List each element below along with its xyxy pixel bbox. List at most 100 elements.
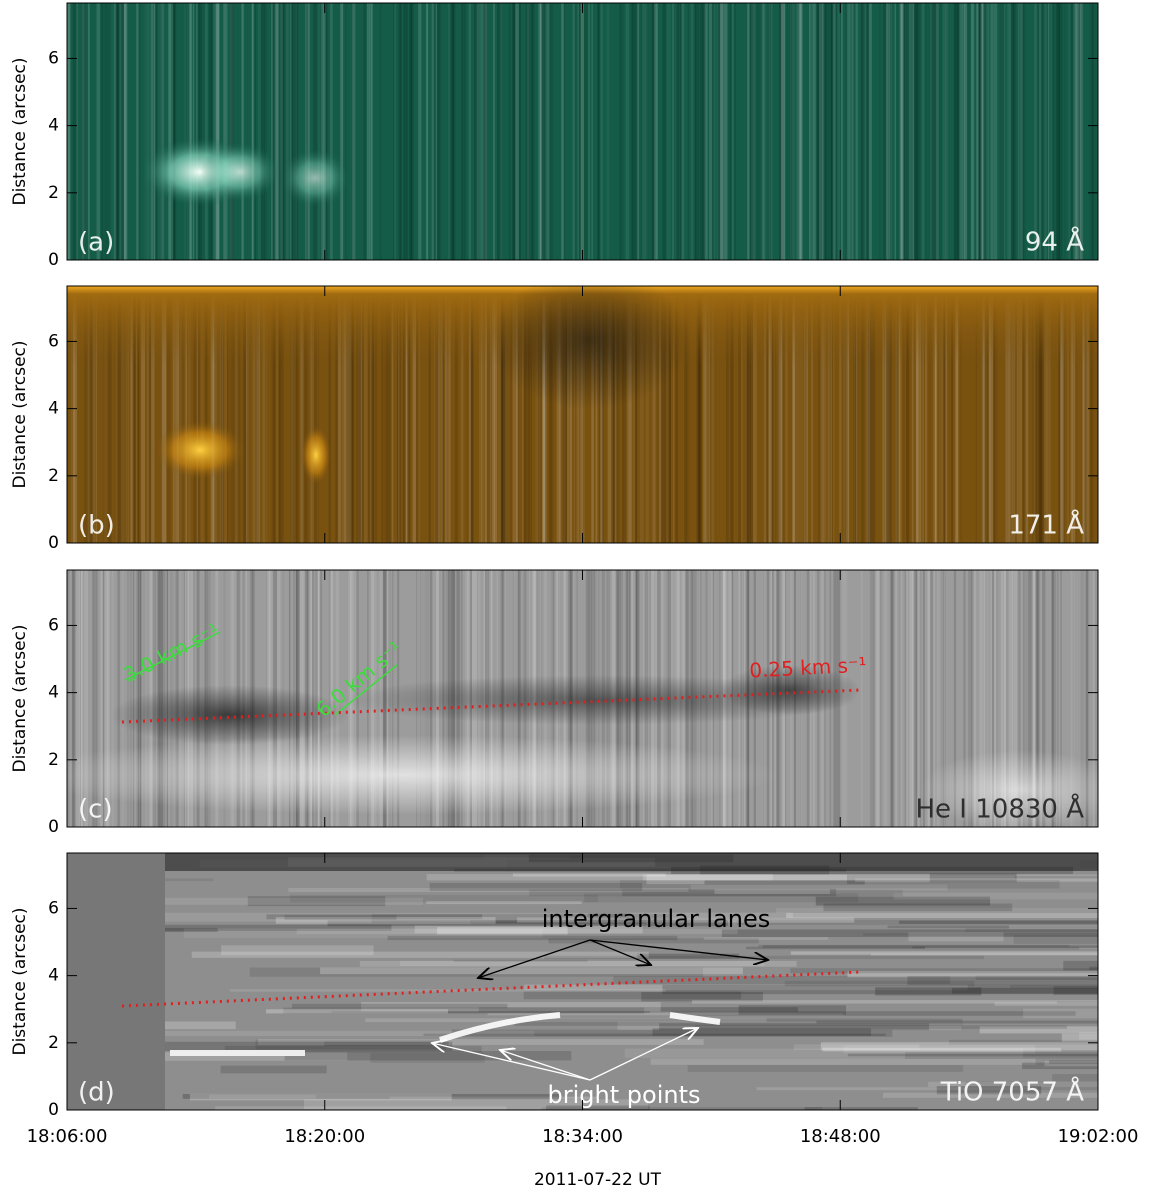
streak [883,3,886,260]
streak [193,3,194,260]
streak [894,893,1150,900]
bright-blob [301,425,331,485]
streak [403,3,405,260]
streak [584,3,588,260]
streak [1039,3,1041,260]
streak [319,3,320,260]
y-tick-label: 0 [48,817,59,837]
streak [1062,1034,1150,1042]
streak [714,889,829,894]
streak [795,3,796,260]
channel-label: 171 Å [1008,509,1084,541]
streak [196,3,197,260]
streak [215,1106,506,1112]
streak [837,3,840,260]
y-tick-label: 4 [48,116,59,136]
streak [918,3,920,260]
channel-label: TiO 7057 Å [940,1076,1084,1108]
streak [418,3,421,260]
streak [879,3,881,260]
streak [474,3,477,260]
streak [454,960,588,962]
streak [646,3,649,260]
streak [277,3,279,260]
streak [913,3,914,260]
streak [493,3,494,260]
streak [433,3,435,260]
streak [897,3,898,260]
streak [320,967,743,974]
streak [578,3,579,260]
streak [888,926,1150,928]
x-axis-label: 2011-07-22 UT [534,1170,662,1190]
streak [1007,3,1011,260]
streak [861,570,862,827]
streak [899,921,1150,924]
y-tick-label: 0 [48,250,59,270]
streak [452,1030,892,1037]
streak [512,3,515,260]
streak [721,3,724,260]
annotation: intergranular lanes [542,905,770,933]
streak [912,570,915,827]
y-tick-label: 0 [48,533,59,553]
streak [363,3,365,260]
panel-label: (d) [78,1078,115,1108]
streak [109,3,112,260]
streak [973,3,974,260]
streak [82,3,85,260]
streak [168,3,171,260]
streak [763,945,1133,948]
streak [855,878,1150,882]
streak [797,3,800,260]
y-tick-label: 2 [48,750,59,770]
streak [230,3,233,260]
streak [544,956,984,959]
streak [461,3,463,260]
streak [394,3,396,260]
streak [748,3,749,260]
streak [190,3,192,260]
bright-band [20,735,780,815]
streak [400,3,402,260]
streak [787,3,788,260]
streak [379,3,381,260]
streak [545,3,549,260]
streak [698,3,700,260]
streak [906,3,908,260]
streak [632,3,636,260]
streak [136,3,138,260]
streak [734,3,736,260]
streak [1023,3,1026,260]
streak [1056,3,1060,260]
streak [284,915,396,920]
streak [271,3,273,260]
streak [452,3,454,260]
y-tick-label: 6 [48,615,59,635]
streak [786,913,1150,918]
streak [886,3,888,260]
streak [255,3,257,260]
dark-blob [110,685,350,745]
channel-label: 94 Å [1025,226,1084,258]
streak [591,3,592,260]
streak [893,570,897,827]
streak [524,992,742,1000]
streak [833,3,836,260]
streak [1068,3,1070,260]
streak [619,3,621,260]
streak [409,3,412,260]
y-tick-label: 6 [48,331,59,351]
streak [732,3,733,260]
streak [97,3,100,260]
streak [598,3,600,260]
x-tick-label: 19:02:00 [1058,1126,1139,1147]
streak [306,3,309,260]
streak [221,1066,327,1074]
streak [851,3,854,260]
bright-blob [200,142,280,202]
streak [1063,961,1150,971]
streak [264,3,266,260]
streak [202,3,205,260]
streak [757,3,760,260]
